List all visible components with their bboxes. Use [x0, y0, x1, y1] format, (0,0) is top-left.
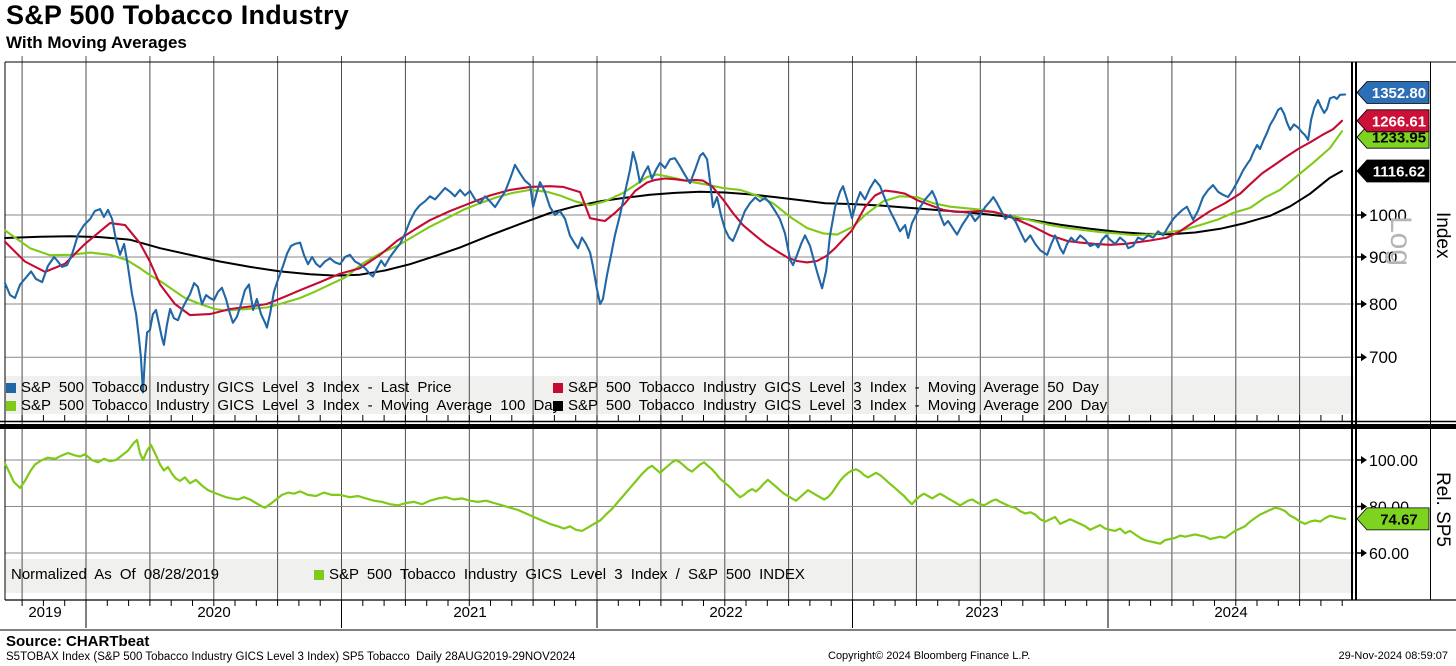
y-tick-arrow-icon: [1361, 211, 1367, 219]
x-axis-year-label: 2021: [453, 604, 487, 621]
legend-item-label: S&P 500 Tobacco Industry GICS Level 3 In…: [568, 379, 1099, 396]
x-axis-year-label: 2022: [709, 604, 743, 621]
y-tick-arrow-icon: [1361, 456, 1367, 464]
source-label: Source: CHARTbeat: [6, 633, 150, 650]
price-tag: 1116.62: [1356, 159, 1430, 183]
legend-swatch-icon: [553, 400, 563, 411]
security-description: S5TOBAX Index (S&P 500 Tobacco Industry …: [6, 651, 576, 663]
legend-swatch-icon: [6, 400, 16, 411]
price-tag-label: 1352.80: [1372, 85, 1426, 102]
legend-item-label: S&P 500 Tobacco Industry GICS Level 3 In…: [21, 379, 452, 396]
legend-item-label: S&P 500 Tobacco Industry GICS Level 3 In…: [329, 566, 805, 583]
legend-item-label: S&P 500 Tobacco Industry GICS Level 3 In…: [568, 397, 1108, 414]
relsp5-axis-title: Rel. SP5: [1432, 472, 1453, 547]
price-tag: 1266.61: [1356, 109, 1430, 133]
y-tick-arrow-icon: [1361, 253, 1367, 261]
legend-swatch-icon: [314, 569, 324, 580]
legend-swatch-icon: [6, 382, 16, 393]
series-line: [3, 119, 1344, 317]
right-axis-line-2: [1355, 62, 1357, 600]
lower-legend-row: Normalized As Of 08/28/2019 S&P 500 Toba…: [11, 566, 805, 583]
normalized-note: Normalized As Of 08/28/2019: [11, 566, 219, 583]
price-tag-label: 74.67: [1380, 511, 1418, 528]
series-line: [4, 170, 1343, 277]
y-tick-arrow-icon: [1361, 353, 1367, 362]
legend-item-label: S&P 500 Tobacco Industry GICS Level 3 In…: [21, 397, 561, 414]
page-subtitle: With Moving Averages: [6, 33, 187, 52]
main-legend-row-2: S&P 500 Tobacco Industry GICS Level 3 In…: [6, 396, 1107, 415]
price-tag: 1233.95: [1356, 125, 1430, 149]
legend-item: S&P 500 Tobacco Industry GICS Level 3 In…: [6, 397, 560, 414]
x-axis-year-label: 2023: [965, 604, 999, 621]
page-title: S&P 500 Tobacco Industry: [6, 0, 349, 30]
copyright-notice: Copyright© 2024 Bloomberg Finance L.P.: [828, 650, 1031, 662]
panel-separator-band: [0, 424, 1456, 429]
main-legend-row-1: S&P 500 Tobacco Industry GICS Level 3 In…: [6, 378, 1099, 397]
y-axis-tick-label: 80.00: [1369, 500, 1409, 517]
log-scale-label: Log: [1384, 216, 1417, 267]
legend-swatch-icon: [553, 382, 563, 393]
y-axis-tick-label: 800: [1369, 295, 1397, 314]
price-tag: 1352.80: [1356, 81, 1430, 104]
y-tick-arrow-icon: [1361, 300, 1367, 308]
right-axis-line: [1351, 62, 1353, 600]
price-tag-label: 1233.95: [1372, 130, 1426, 147]
x-axis-year-label: 2024: [1214, 604, 1248, 621]
series-line: [3, 438, 1347, 545]
price-tag: 74.67: [1356, 507, 1430, 531]
index-axis-title: Index: [1432, 212, 1453, 259]
series-line: [3, 93, 1347, 394]
legend-item: S&P 500 Tobacco Industry GICS Level 3 In…: [553, 379, 1099, 396]
price-tag-label: 1116.62: [1373, 164, 1426, 181]
timestamp: 29-Nov-2024 08:59:07: [1338, 650, 1448, 662]
x-axis-year-label: 2019: [28, 604, 62, 621]
y-tick-arrow-icon: [1361, 502, 1367, 511]
legend-item: S&P 500 Tobacco Industry GICS Level 3 In…: [314, 566, 805, 583]
y-axis-tick-label: 100.00: [1369, 453, 1418, 470]
legend-item: S&P 500 Tobacco Industry GICS Level 3 In…: [553, 397, 1107, 414]
legend-item: S&P 500 Tobacco Industry GICS Level 3 In…: [6, 379, 553, 396]
y-axis-tick-label: 700: [1369, 348, 1397, 367]
series-line: [3, 130, 1344, 312]
price-tag-label: 1266.61: [1372, 113, 1426, 130]
lower-legend-band: [5, 559, 1354, 593]
x-axis-year-label: 2020: [197, 604, 231, 621]
y-axis-tick-label: 60.00: [1369, 546, 1409, 563]
y-tick-arrow-icon: [1361, 549, 1367, 557]
